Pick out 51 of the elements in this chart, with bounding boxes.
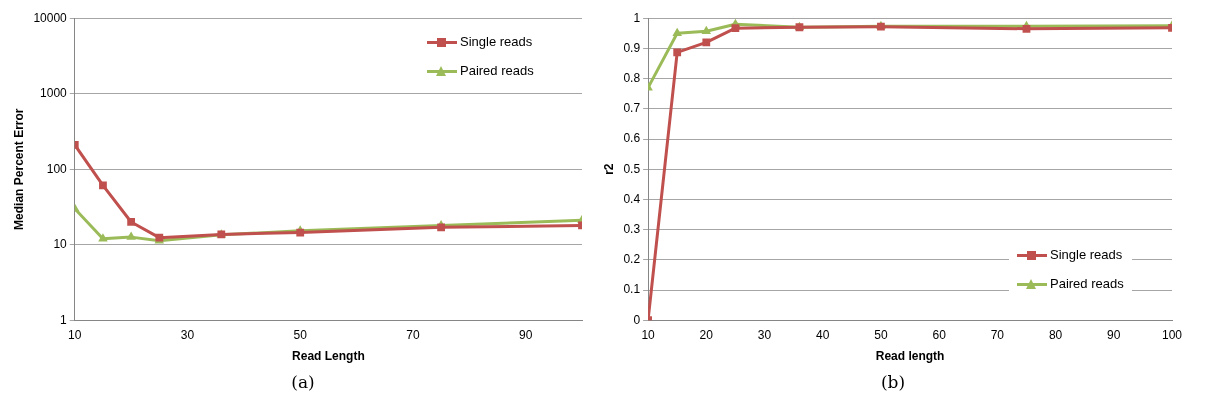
- point: [126, 231, 136, 240]
- point: [701, 25, 712, 34]
- x-tick-label: 40: [816, 327, 830, 342]
- point: [673, 48, 682, 57]
- legend-label: Paired reads: [460, 63, 534, 79]
- point: [702, 38, 711, 47]
- x-tick-label: 100: [1161, 327, 1183, 342]
- point: [127, 218, 136, 226]
- y-tick-label: 10: [53, 237, 68, 252]
- point: [99, 181, 107, 190]
- x-tick-label: 70: [406, 327, 420, 342]
- x-tick-label: 20: [699, 327, 714, 342]
- y-tick-label: 0.8: [623, 70, 641, 85]
- point: [98, 233, 108, 242]
- x-tick-label: 80: [1048, 327, 1063, 342]
- y-tick-label: 0.6: [623, 131, 641, 146]
- legend-label: Single reads: [460, 34, 533, 50]
- y-tick-label: 0.5: [623, 161, 641, 176]
- y-tick-label: 0.7: [623, 101, 641, 116]
- y-axis-title: r2: [601, 163, 616, 175]
- x-axis-title: Read Length: [292, 349, 365, 364]
- x-axis-title: Read length: [875, 349, 945, 364]
- point: [731, 24, 740, 33]
- y-tick-label: 0.4: [623, 191, 641, 206]
- y-tick-label: 0.3: [623, 221, 641, 236]
- point: [672, 27, 682, 37]
- y-tick-label: 0.2: [623, 252, 641, 267]
- y-tick-label: 1: [633, 10, 641, 25]
- legend-label: Single reads: [1050, 247, 1123, 263]
- x-tick-label: 30: [180, 327, 195, 342]
- x-tick-label: 90: [1107, 327, 1121, 342]
- x-tick-label: 60: [932, 327, 947, 342]
- y-tick-label: 1: [60, 312, 68, 327]
- y-tick-label: 0: [633, 312, 641, 327]
- y-tick-label: 100: [46, 161, 68, 176]
- y-tick-label: 0.1: [623, 282, 641, 297]
- y-tick-label: 10000: [33, 10, 68, 25]
- y-tick-label: 1000: [40, 86, 68, 101]
- y-tick-label: 0.9: [623, 40, 641, 55]
- x-tick-label: 50: [874, 327, 888, 342]
- x-tick-label: 10: [68, 327, 82, 342]
- x-tick-label: 50: [293, 327, 308, 342]
- text: (b): [879, 372, 907, 392]
- x-tick-label: 30: [757, 327, 772, 342]
- text: (a): [290, 372, 316, 392]
- legend-label: Paired reads: [1050, 276, 1124, 292]
- x-tick-label: 70: [990, 327, 1005, 342]
- point: [437, 223, 445, 232]
- x-tick-label: 90: [518, 327, 533, 342]
- y-axis-title: Median Percent Error: [11, 108, 26, 230]
- point: [1022, 24, 1031, 33]
